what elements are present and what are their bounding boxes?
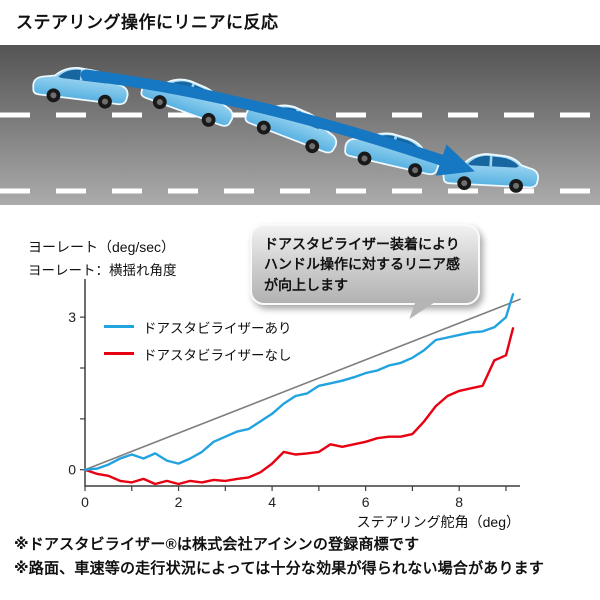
legend-item-with-stabilizer: ドアスタビライザーあり — [104, 313, 292, 340]
page-title: ステアリング操作にリニアに反応 — [16, 13, 279, 32]
legend-swatch-blue — [104, 325, 134, 328]
chart-axes: 0 2 4 6 8 0 3 ステアリング舵角（deg） — [68, 279, 520, 530]
series-line-0 — [83, 293, 515, 471]
chart-legend: ドアスタビライザーあり ドアスタビライザーなし — [104, 313, 292, 367]
trajectory-arrow-icon — [80, 69, 475, 176]
y-axis-title-line1: ヨーレート（deg/sec） — [28, 239, 176, 255]
footnotes: ※ドアスタビライザー®は株式会社アイシンの登録商標です ※路面、車速等の走行状況… — [14, 533, 594, 581]
y-tick-label: 0 — [68, 462, 76, 478]
y-axis-title-line2: ヨーレート：横揺れ角度 — [28, 263, 177, 278]
legend-item-without-stabilizer: ドアスタビライザーなし — [104, 340, 292, 367]
x-tick-label: 2 — [175, 494, 183, 510]
x-tick-label: 8 — [455, 494, 463, 510]
footnote-disclaimer: ※路面、車速等の走行状況によっては十分な効果が得られない場合があります — [14, 560, 545, 577]
x-tick-label: 0 — [81, 494, 89, 510]
footnote-trademark: ※ドアスタビライザー®は株式会社アイシンの登録商標です — [14, 536, 420, 553]
road-illustration — [0, 45, 600, 205]
series-line-1 — [83, 327, 515, 486]
legend-label-without: ドアスタビライザーなし — [143, 347, 292, 363]
y-tick-label: 3 — [68, 309, 76, 325]
x-tick-label: 4 — [268, 494, 276, 510]
reference-line — [84, 298, 521, 471]
yaw-rate-chart: 0 2 4 6 8 0 3 ステアリング舵角（deg） — [68, 279, 521, 530]
callout-text: ドアスタビライザー装着によりハンドル操作に対するリニア感が向上します — [264, 236, 460, 293]
callout-bubble: ドアスタビライザー装着によりハンドル操作に対するリニア感が向上します — [250, 224, 480, 319]
x-axis-title: ステアリング舵角（deg） — [357, 514, 520, 530]
legend-swatch-red — [104, 352, 134, 355]
legend-label-with: ドアスタビライザーあり — [143, 320, 292, 336]
x-tick-label: 6 — [362, 494, 370, 510]
